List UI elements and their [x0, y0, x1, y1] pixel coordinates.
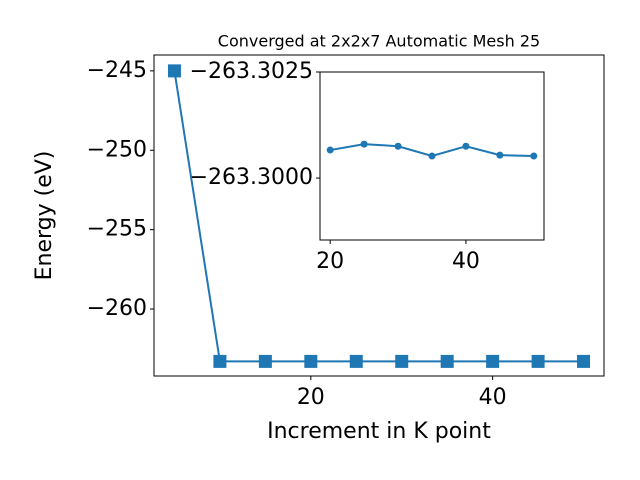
marker	[394, 142, 402, 150]
y-tick-label: −255	[87, 217, 147, 242]
marker	[530, 152, 538, 160]
data-line	[173, 70, 584, 363]
marker	[326, 146, 334, 154]
marker	[428, 152, 436, 160]
chart-title: Converged at 2x2x7 Automatic Mesh 25	[218, 32, 540, 51]
y-tick-label: −263.3025	[190, 59, 313, 84]
marker	[395, 354, 409, 368]
marker	[213, 354, 227, 368]
marker	[360, 140, 368, 148]
marker	[462, 142, 470, 150]
marker	[486, 354, 500, 368]
marker	[349, 354, 363, 368]
marker	[577, 354, 591, 368]
marker	[258, 354, 272, 368]
marker	[304, 354, 318, 368]
y-axis-label: Energy (eV)	[32, 151, 57, 281]
y-tick-label: −245	[87, 58, 147, 83]
axes-frame	[319, 71, 545, 241]
marker	[496, 151, 504, 159]
x-axis-label: Increment in K point	[267, 419, 491, 444]
y-tick-label: −260	[87, 296, 147, 321]
x-tick-label: 40	[452, 249, 480, 274]
y-tick-label: −263.3000	[190, 165, 313, 190]
marker	[167, 64, 181, 78]
x-tick-label: 40	[479, 385, 507, 410]
axes-frame	[153, 54, 605, 377]
x-tick-label: 20	[297, 385, 325, 410]
x-tick-label: 20	[316, 249, 344, 274]
y-tick-label: −250	[87, 137, 147, 162]
marker	[531, 354, 545, 368]
marker	[440, 354, 454, 368]
